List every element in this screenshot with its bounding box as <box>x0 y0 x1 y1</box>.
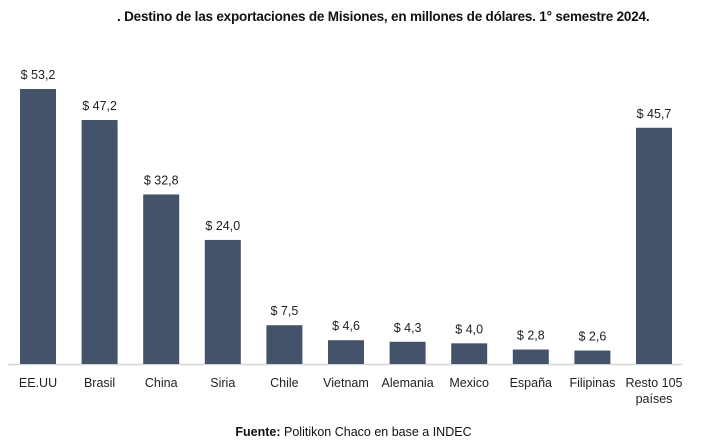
category-label-1: Brasil <box>84 376 115 390</box>
data-label-2: $ 32,8 <box>144 173 179 187</box>
chart-title: . Destino de las exportaciones de Mision… <box>117 9 650 24</box>
data-label-8: $ 2,8 <box>517 329 545 343</box>
bar-10 <box>636 127 672 364</box>
bar-6 <box>389 341 426 364</box>
bar-5 <box>328 340 364 364</box>
data-label-3: $ 24,0 <box>205 219 240 233</box>
category-label-8: España <box>510 376 552 390</box>
data-label-10: $ 45,7 <box>637 107 672 121</box>
bar-7 <box>451 343 488 364</box>
category-label-9: Filipinas <box>569 376 615 390</box>
category-label-6: Alemania <box>382 376 434 390</box>
category-label-10: Resto 105 <box>626 376 683 390</box>
category-label-4: Chile <box>270 376 299 390</box>
source-note: Fuente: Politikon Chaco en base a INDEC <box>0 425 707 439</box>
source-label: Fuente: <box>235 425 281 439</box>
bar-3 <box>204 239 241 364</box>
bar-0 <box>20 89 56 364</box>
category-label-10-line2: países <box>636 392 673 406</box>
data-label-1: $ 47,2 <box>82 99 117 113</box>
category-label-7: Mexico <box>449 376 489 390</box>
data-label-5: $ 4,6 <box>332 319 360 333</box>
data-label-7: $ 4,0 <box>455 322 483 336</box>
data-label-6: $ 4,3 <box>394 321 422 335</box>
bar-1 <box>81 120 118 364</box>
bar-2 <box>143 194 180 364</box>
data-label-9: $ 2,6 <box>578 330 606 344</box>
category-label-2: China <box>145 376 178 390</box>
bar-chart: $ 53,2 EE.UU $ 47,2 Brasil $ 32,8 China $ 24,0… <box>8 68 683 406</box>
source-text: Politikon Chaco en base a INDEC <box>280 425 472 439</box>
data-label-0: $ 53,2 <box>21 68 56 82</box>
category-label-0: EE.UU <box>19 376 57 390</box>
data-label-4: $ 7,5 <box>270 304 298 318</box>
bar-8 <box>512 349 549 364</box>
bar-4 <box>266 325 303 364</box>
category-label-3: Siria <box>210 376 235 390</box>
bar-9 <box>574 350 611 364</box>
category-label-5: Vietnam <box>323 376 369 390</box>
